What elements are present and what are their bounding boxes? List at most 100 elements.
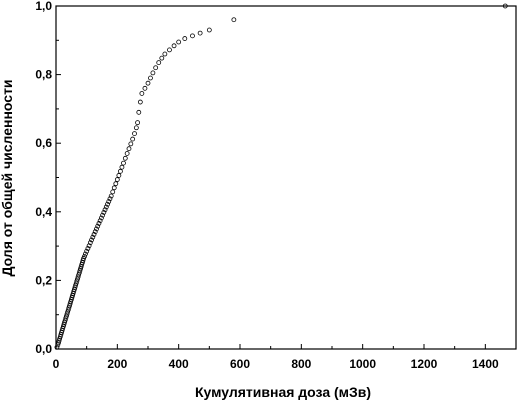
x-tick-label: 200 [107, 357, 127, 371]
data-point [57, 334, 63, 340]
data-point [86, 243, 92, 249]
data-point [98, 215, 104, 221]
plot-area [55, 5, 517, 350]
data-point [126, 146, 132, 152]
data-point [206, 27, 212, 33]
data-point [57, 336, 63, 342]
data-point [197, 30, 203, 36]
data-point [128, 141, 134, 147]
data-point [92, 229, 98, 235]
x-axis-title: Кумулятивная доза (мЗв) [195, 384, 371, 400]
data-point [145, 80, 151, 86]
data-series [54, 3, 508, 350]
data-point [65, 309, 71, 315]
y-axis: 0,0 0,2 0,4 0,6 0,8 1,0 [35, 0, 61, 356]
data-point [76, 270, 82, 276]
data-point [182, 36, 188, 41]
data-point [73, 280, 79, 286]
data-point [54, 344, 60, 350]
data-point [162, 51, 168, 57]
data-point [58, 332, 64, 337]
data-point [84, 248, 90, 254]
data-point [176, 39, 182, 45]
data-point [64, 313, 69, 319]
data-point [96, 221, 102, 226]
y-axis-title: Доля от общей численности [0, 79, 15, 276]
data-point [78, 264, 84, 270]
data-point [106, 199, 112, 204]
data-point [159, 55, 165, 61]
data-point [100, 212, 106, 218]
data-point [91, 232, 97, 237]
data-point [502, 3, 508, 9]
data-point [56, 338, 62, 344]
data-point [87, 240, 93, 246]
data-point [70, 291, 76, 296]
data-point [108, 193, 114, 199]
data-point [71, 288, 77, 294]
data-point [60, 323, 66, 329]
data-point [90, 234, 96, 240]
data-point [66, 305, 72, 311]
data-point [72, 286, 77, 292]
data-point [113, 181, 119, 187]
x-tick-label: 1000 [349, 357, 376, 371]
data-point [85, 246, 91, 251]
data-point [79, 260, 85, 265]
data-point [116, 173, 122, 178]
data-point [80, 258, 86, 263]
data-point [56, 340, 61, 346]
data-point [137, 99, 143, 105]
data-point [132, 131, 137, 136]
data-point [62, 317, 68, 323]
y-tick-label: 0,4 [35, 205, 52, 219]
data-point [60, 326, 66, 331]
data-point [72, 284, 78, 290]
data-point [82, 253, 87, 259]
data-point [135, 120, 140, 126]
data-point [119, 164, 125, 170]
data-point [139, 91, 145, 96]
data-point [95, 223, 101, 229]
y-tick-label: 0,6 [35, 136, 52, 150]
data-point [59, 330, 64, 335]
x-tick-label: 1400 [472, 357, 499, 371]
x-axis: 0 200 400 600 800 1000 1200 1400 [53, 344, 499, 371]
data-point [74, 278, 80, 284]
data-point [59, 328, 65, 333]
data-point [130, 136, 136, 142]
data-point [101, 210, 107, 215]
data-point [83, 251, 88, 257]
data-point [124, 151, 130, 156]
data-point [133, 125, 139, 131]
data-point [142, 85, 148, 91]
data-point [110, 189, 116, 195]
data-point [67, 303, 72, 309]
data-point [79, 262, 85, 268]
data-point [102, 207, 108, 213]
data-point [70, 293, 75, 298]
data-point [190, 33, 195, 39]
data-point [171, 43, 177, 49]
data-point [63, 315, 69, 321]
data-point [69, 295, 75, 300]
data-point [122, 155, 128, 161]
y-tick-label: 1,0 [35, 0, 52, 13]
data-point [114, 177, 120, 182]
data-point [231, 17, 237, 23]
data-point [94, 226, 99, 232]
data-point [156, 60, 162, 65]
x-tick-label: 800 [291, 357, 311, 371]
x-tick-label: 1200 [411, 357, 438, 371]
y-tick-label: 0,0 [35, 342, 52, 356]
data-point [150, 70, 156, 76]
data-point [77, 268, 83, 274]
data-point [68, 297, 74, 303]
data-point [61, 321, 67, 327]
y-tick-label: 0,8 [35, 68, 52, 82]
data-point [148, 75, 153, 81]
data-point [111, 185, 117, 191]
y-tick-label: 0,2 [35, 273, 52, 287]
data-point [75, 274, 81, 280]
